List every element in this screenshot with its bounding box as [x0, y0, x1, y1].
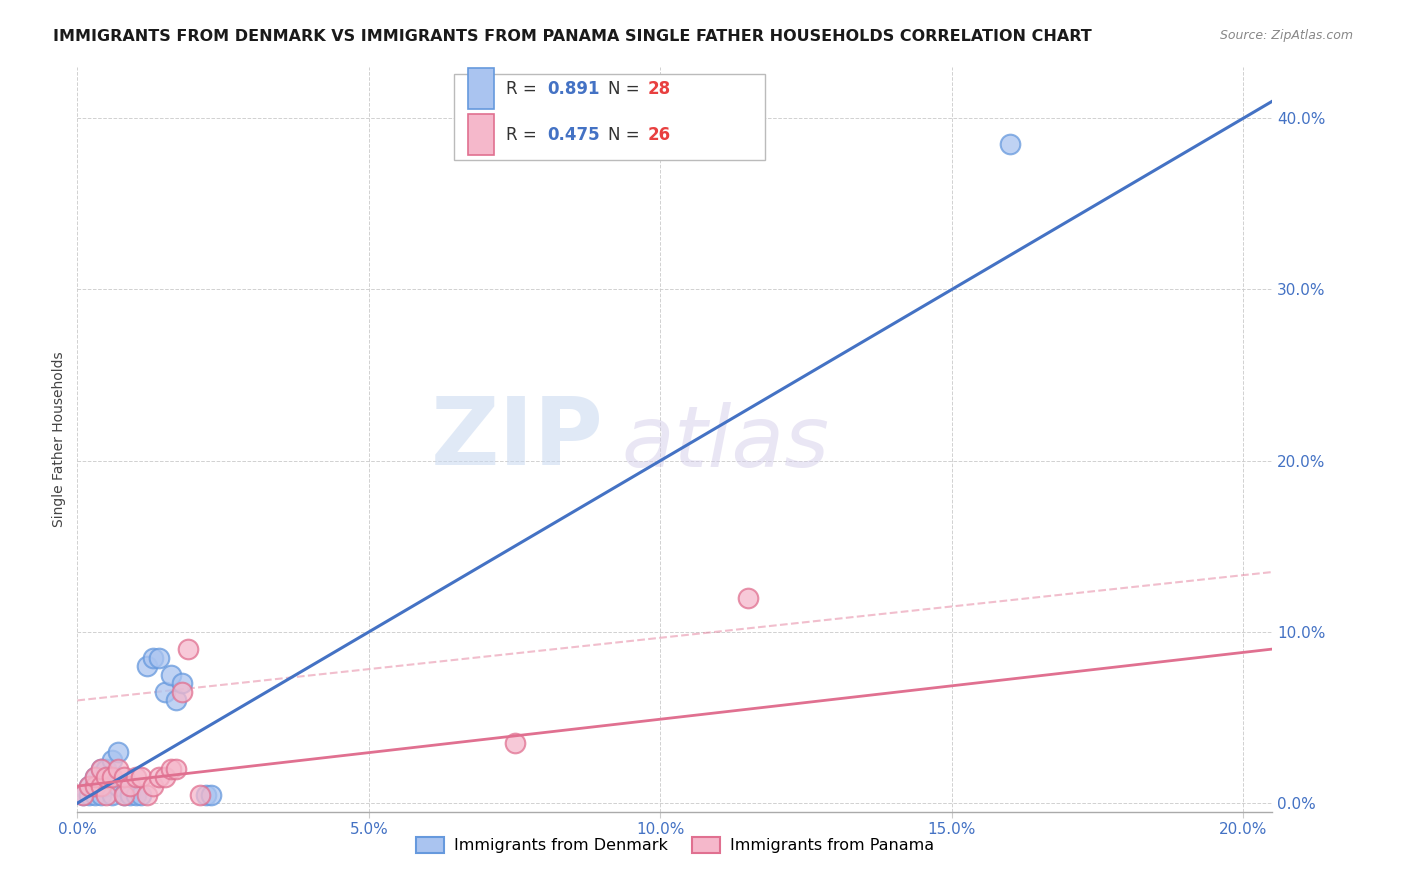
Legend: Immigrants from Denmark, Immigrants from Panama: Immigrants from Denmark, Immigrants from…: [409, 830, 941, 860]
Point: [153, 685, 176, 699]
Point: [118, 779, 141, 793]
Point: [72, 788, 94, 802]
Point: [83, 788, 105, 802]
Text: R =: R =: [506, 126, 543, 144]
Point: [96, 779, 118, 793]
Point: [107, 745, 129, 759]
Point: [124, 771, 146, 785]
Point: [998, 136, 1021, 151]
Point: [136, 788, 159, 802]
Point: [142, 650, 165, 665]
Point: [77, 779, 100, 793]
Text: atlas: atlas: [621, 401, 830, 484]
Point: [72, 788, 94, 802]
Point: [77, 779, 100, 793]
Point: [148, 771, 170, 785]
Point: [83, 779, 105, 793]
Point: [112, 771, 135, 785]
Point: [83, 771, 105, 785]
Point: [107, 779, 129, 793]
Point: [90, 788, 112, 802]
Point: [503, 736, 526, 750]
Point: [101, 753, 124, 767]
Point: [124, 788, 146, 802]
Text: R =: R =: [506, 80, 543, 98]
Point: [83, 771, 105, 785]
Text: Source: ZipAtlas.com: Source: ZipAtlas.com: [1219, 29, 1353, 42]
Point: [90, 762, 112, 776]
Point: [142, 779, 165, 793]
Point: [131, 788, 153, 802]
Text: 0.475: 0.475: [547, 126, 599, 144]
Point: [101, 771, 124, 785]
Point: [83, 779, 105, 793]
Point: [737, 591, 759, 605]
Point: [148, 650, 170, 665]
Point: [96, 788, 118, 802]
Point: [131, 771, 153, 785]
Text: ZIP: ZIP: [430, 393, 603, 485]
Point: [112, 788, 135, 802]
Point: [90, 779, 112, 793]
Point: [96, 762, 118, 776]
Point: [177, 642, 200, 657]
Text: 26: 26: [647, 126, 671, 144]
Point: [165, 762, 187, 776]
Text: N =: N =: [607, 80, 645, 98]
Y-axis label: Single Father Households: Single Father Households: [52, 351, 66, 527]
Point: [172, 685, 194, 699]
FancyBboxPatch shape: [468, 69, 495, 109]
Point: [200, 788, 222, 802]
Point: [107, 762, 129, 776]
Point: [153, 771, 176, 785]
FancyBboxPatch shape: [454, 74, 765, 160]
Text: 0.891: 0.891: [547, 80, 599, 98]
Text: 28: 28: [647, 80, 671, 98]
Point: [159, 667, 181, 681]
FancyBboxPatch shape: [468, 113, 495, 154]
Text: N =: N =: [607, 126, 645, 144]
Point: [112, 788, 135, 802]
Point: [77, 788, 100, 802]
Point: [165, 693, 187, 707]
Point: [118, 788, 141, 802]
Point: [194, 788, 217, 802]
Point: [188, 788, 211, 802]
Text: IMMIGRANTS FROM DENMARK VS IMMIGRANTS FROM PANAMA SINGLE FATHER HOUSEHOLDS CORRE: IMMIGRANTS FROM DENMARK VS IMMIGRANTS FR…: [53, 29, 1092, 44]
Point: [90, 762, 112, 776]
Point: [101, 788, 124, 802]
Point: [136, 659, 159, 673]
Point: [96, 771, 118, 785]
Point: [159, 762, 181, 776]
Point: [172, 676, 194, 690]
